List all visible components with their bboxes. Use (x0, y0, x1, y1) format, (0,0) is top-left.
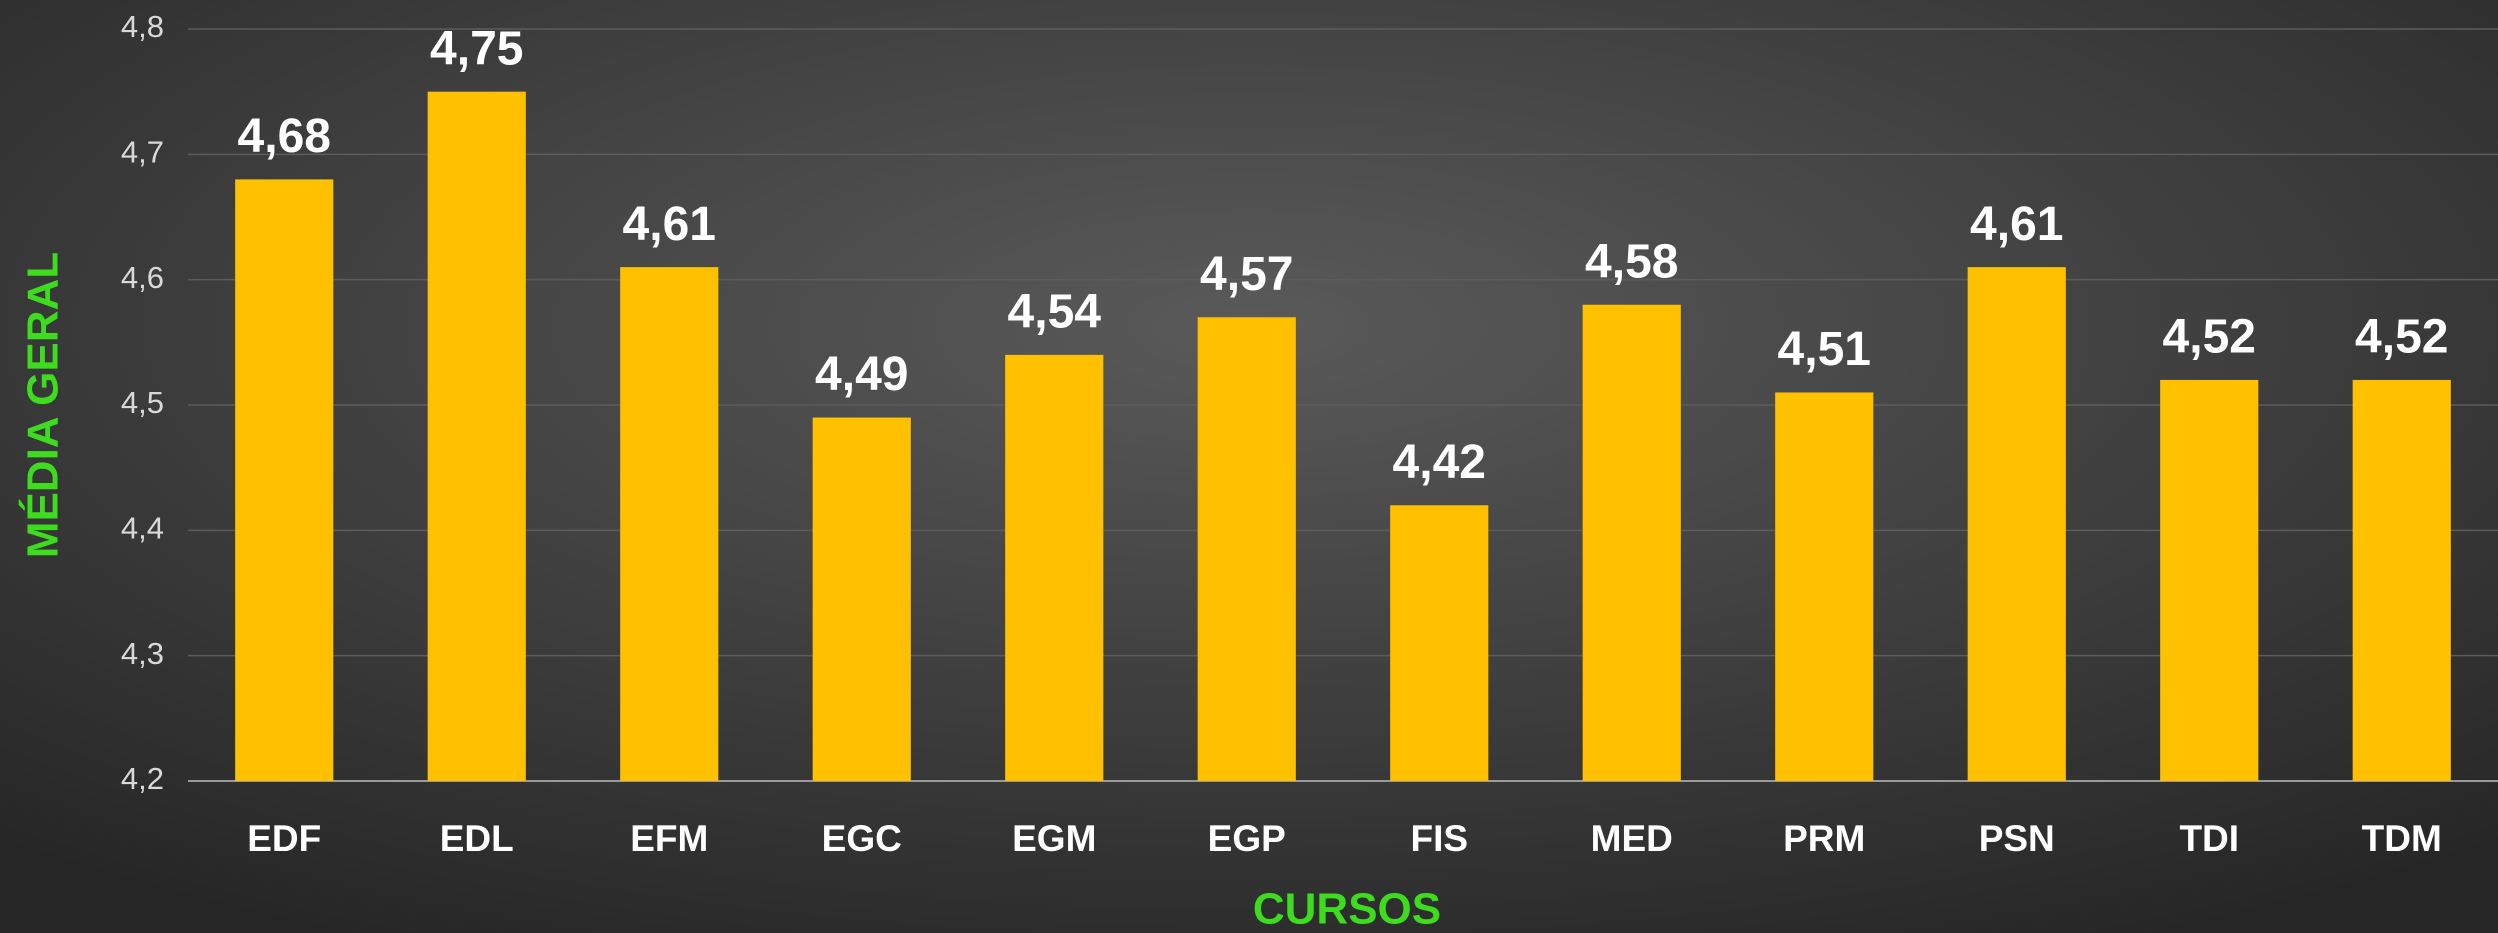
value-label: 4,42 (1393, 436, 1486, 489)
y-axis-title: MÉDIA GERAL (18, 252, 68, 558)
value-label: 4,61 (623, 198, 716, 251)
x-tick-label: EGC (822, 818, 902, 859)
x-tick-label: EGP (1208, 818, 1286, 859)
value-label: 4,57 (1200, 248, 1293, 301)
value-label: 4,54 (1008, 286, 1102, 339)
bar (235, 179, 334, 781)
bar (812, 417, 911, 781)
y-tick-label: 4,8 (121, 9, 164, 44)
x-tick-label: TDI (2179, 818, 2239, 859)
x-tick-label: PSN (1979, 818, 2055, 859)
value-label: 4,58 (1585, 235, 1678, 288)
x-tick-label: FIS (1410, 818, 1468, 859)
bar (1582, 304, 1681, 781)
bar (2160, 379, 2259, 781)
value-label: 4,52 (2355, 311, 2448, 364)
value-label: 4,68 (238, 110, 331, 163)
y-tick-label: 4,7 (121, 135, 164, 170)
x-tick-label: MED (1591, 818, 1673, 859)
y-tick-label: 4,3 (121, 636, 164, 671)
x-tick-label: EDL (440, 818, 514, 859)
value-label: 4,61 (1970, 198, 2063, 251)
bar (1967, 267, 2066, 782)
bar (1390, 505, 1489, 781)
bar (620, 267, 719, 782)
bar (1005, 354, 1104, 781)
bar (1197, 317, 1296, 781)
x-tick-label: PRM (1783, 818, 1865, 859)
x-tick-label: EFM (630, 818, 708, 859)
y-tick-label: 4,2 (121, 761, 164, 796)
y-tick-label: 4,4 (121, 511, 164, 546)
x-tick-label: EDF (247, 818, 321, 859)
value-label: 4,52 (2163, 311, 2256, 364)
value-label: 4,51 (1778, 323, 1871, 376)
y-tick-label: 4,6 (121, 260, 164, 295)
x-axis-title: CURSOS (1253, 885, 1441, 933)
bar (2352, 379, 2451, 781)
value-label: 4,49 (815, 348, 908, 401)
y-tick-label: 4,5 (121, 385, 164, 420)
bar (1775, 392, 1874, 781)
x-tick-label: TDM (2362, 818, 2442, 859)
value-label: 4,75 (430, 22, 523, 75)
bar (427, 91, 526, 781)
x-tick-label: EGM (1012, 818, 1096, 859)
